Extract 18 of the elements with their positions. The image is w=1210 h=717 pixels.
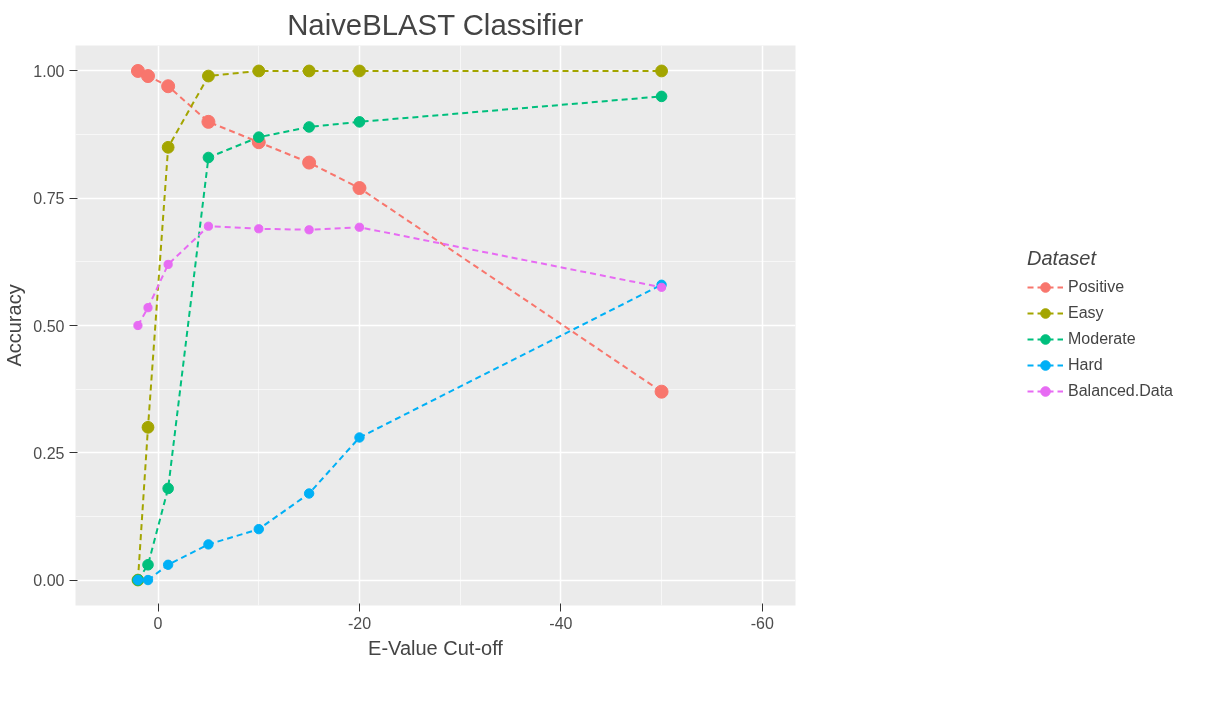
- y-tick-label: 0.50: [33, 317, 65, 335]
- y-tick-label: 0.25: [33, 444, 65, 462]
- y-tick-label: 0.75: [33, 190, 65, 208]
- legend-label: Balanced.Data: [1068, 382, 1173, 400]
- x-tick-label: 0: [153, 614, 163, 632]
- y-tick-label: 0.00: [33, 572, 65, 590]
- legend-label: Moderate: [1068, 330, 1136, 348]
- legend-title: Dataset: [1027, 247, 1098, 270]
- x-axis-title: E-Value Cut-off: [368, 636, 504, 659]
- y-tick-label: 1.00: [33, 62, 65, 80]
- x-tick-label: -40: [549, 614, 573, 632]
- y-axis-title: Accuracy: [3, 284, 26, 367]
- chart-title: NaiveBLAST Classifier: [287, 7, 584, 41]
- x-tick-label: -60: [750, 614, 774, 632]
- legend-label: Hard: [1068, 356, 1103, 374]
- legend-label: Easy: [1068, 304, 1104, 322]
- legend-label: Positive: [1068, 278, 1125, 296]
- x-tick-label: -20: [347, 614, 372, 632]
